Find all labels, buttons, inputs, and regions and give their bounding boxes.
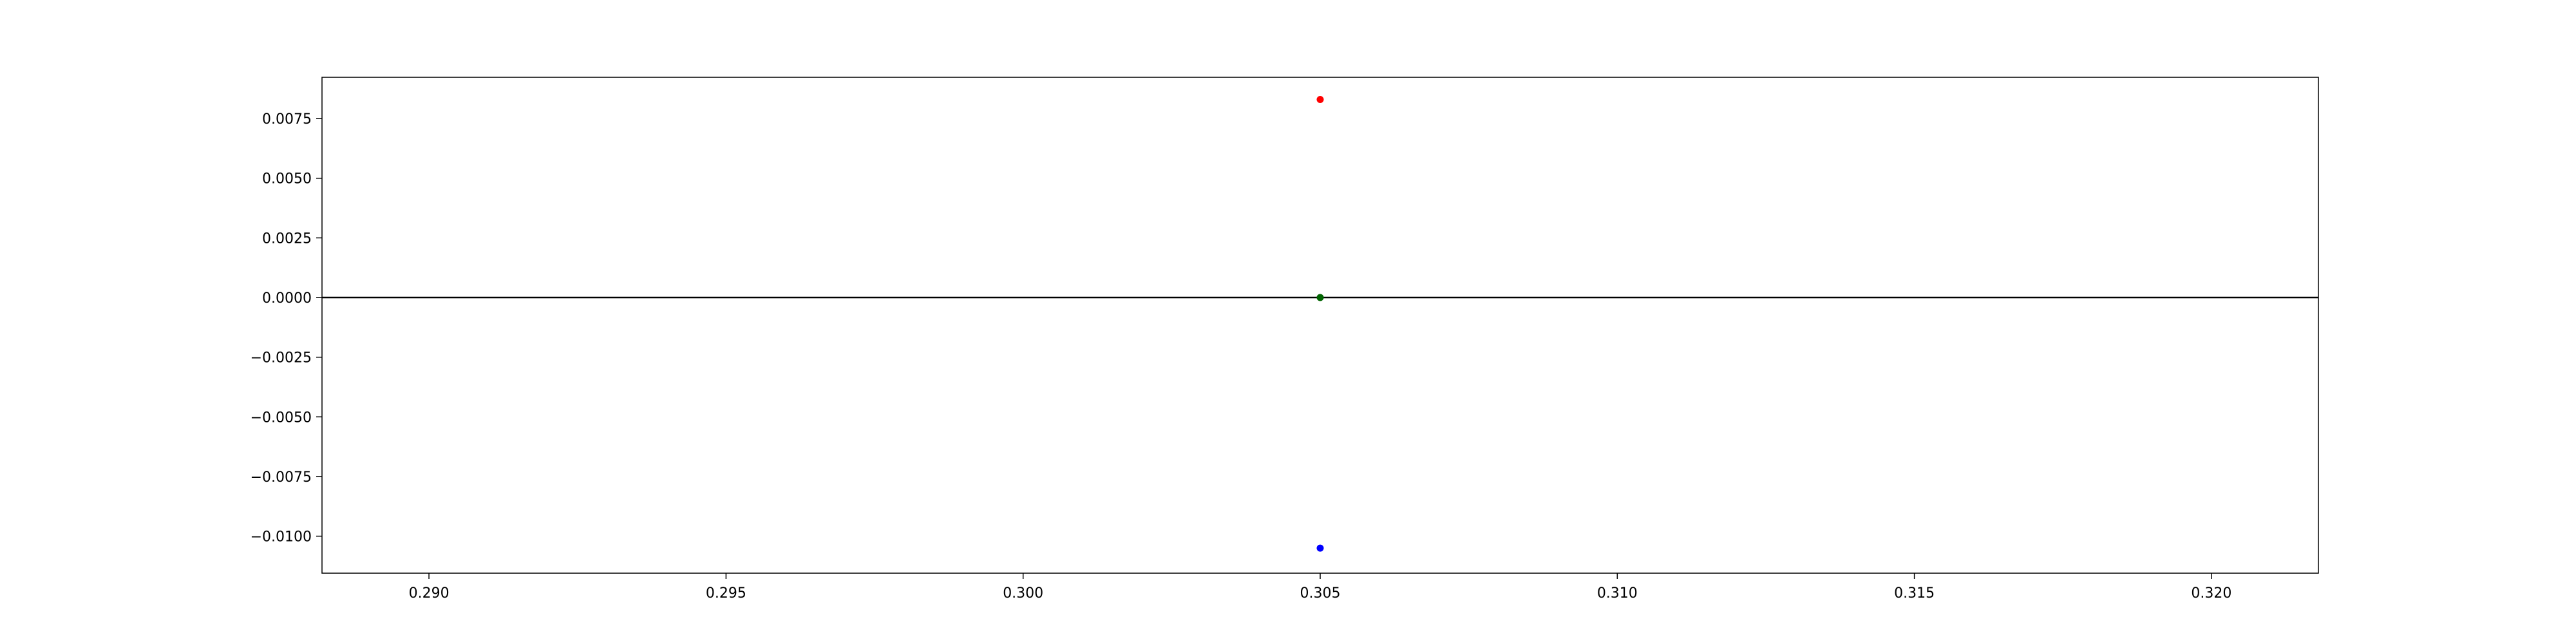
y-tick-label: −0.0025 [251, 350, 312, 366]
data-points [1316, 95, 1324, 552]
y-tick-label: 0.0025 [262, 231, 312, 247]
x-tick-label: 0.320 [2191, 585, 2231, 601]
y-tick-label: 0.0050 [262, 171, 312, 187]
data-point [1316, 95, 1324, 103]
x-tick-label: 0.290 [409, 585, 450, 601]
plot-background [322, 77, 2318, 573]
y-tick-label: −0.0050 [251, 410, 312, 426]
x-tick-label: 0.310 [1597, 585, 1638, 601]
x-tick-label: 0.315 [1894, 585, 1935, 601]
data-point [1316, 544, 1324, 552]
y-axis-ticks: 0.0075 0.0050 0.0025 0.0000 −0.0025 −0.0050 −0… [251, 111, 322, 545]
y-tick-label: 0.0000 [262, 290, 312, 307]
x-tick-label: 0.305 [1300, 585, 1341, 601]
y-tick-label: −0.0075 [251, 469, 312, 486]
x-axis-ticks: 0.290 0.295 0.300 0.305 0.310 0.315 0.320 [409, 573, 2231, 601]
x-tick-label: 0.295 [706, 585, 746, 601]
data-point [1316, 294, 1324, 301]
y-tick-label: −0.0100 [251, 529, 312, 545]
plot-frame [321, 77, 2319, 574]
y-tick-label: 0.0075 [262, 111, 312, 128]
x-tick-label: 0.300 [1003, 585, 1043, 601]
